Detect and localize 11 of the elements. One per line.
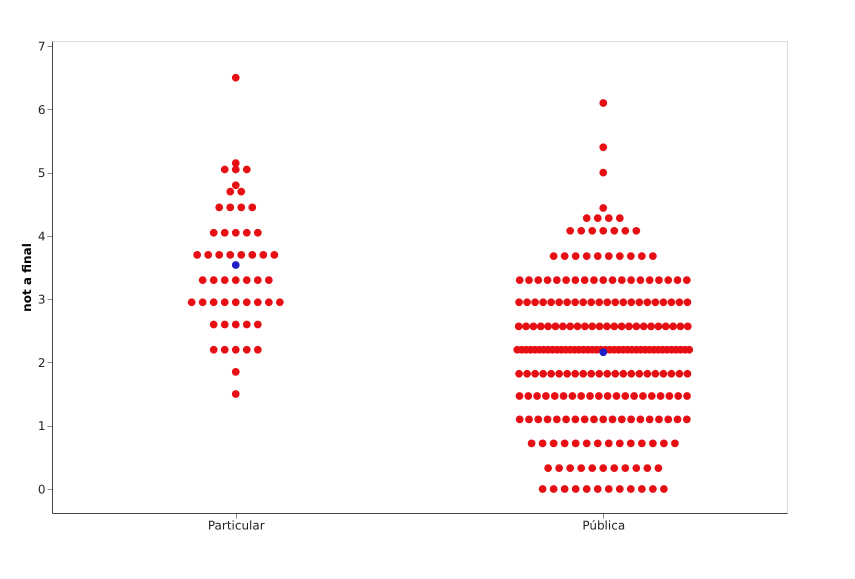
y-tick-label: 4	[38, 229, 46, 244]
y-tick-label: 3	[38, 292, 46, 307]
y-axis-title: not a final	[20, 243, 34, 312]
x-tick-label: Particular	[208, 518, 265, 532]
y-tick-label: 2	[38, 356, 46, 370]
y-tick-label: 5	[38, 166, 46, 180]
y-tick-label: 7	[38, 40, 46, 54]
y-tick-label: 6	[38, 102, 46, 117]
x-tick-label: Pública	[582, 518, 626, 532]
y-tick-label: 0	[38, 482, 46, 496]
y-tick-label: 1	[38, 419, 46, 434]
